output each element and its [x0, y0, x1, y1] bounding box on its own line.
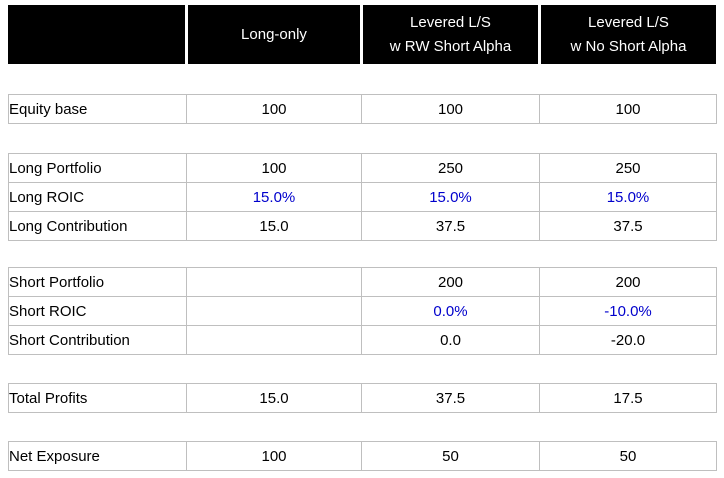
row-label: Total Profits	[8, 383, 187, 413]
cell-value: -20.0	[539, 325, 717, 355]
row-label: Long Contribution	[8, 211, 187, 241]
table-row-short-portfolio: Short Portfolio 200 200	[8, 267, 717, 297]
cell-value: 100	[186, 441, 362, 471]
cell-value	[186, 267, 362, 297]
cell-value: 50	[539, 441, 717, 471]
cell-value: 200	[539, 267, 717, 297]
cell-value: 37.5	[539, 211, 717, 241]
row-label: Short ROIC	[8, 296, 187, 326]
row-label: Equity base	[8, 94, 187, 124]
cell-value	[186, 296, 362, 326]
cell-value: 15.0%	[539, 182, 717, 212]
cell-value: 15.0	[186, 211, 362, 241]
cell-value: 200	[361, 267, 540, 297]
row-label: Short Contribution	[8, 325, 187, 355]
row-label: Long ROIC	[8, 182, 187, 212]
header-line: Levered L/S	[588, 13, 669, 31]
table-row-long-portfolio: Long Portfolio 100 250 250	[8, 153, 717, 183]
cell-value: 15.0%	[186, 182, 362, 212]
cell-value: 0.0%	[361, 296, 540, 326]
header-line: Long-only	[241, 25, 307, 43]
cell-value: 0.0	[361, 325, 540, 355]
long-block: Long Portfolio 100 250 250 Long ROIC 15.…	[8, 153, 717, 241]
net-exposure-block: Net Exposure 100 50 50	[8, 441, 717, 471]
cell-value: 250	[361, 153, 540, 183]
short-block: Short Portfolio 200 200 Short ROIC 0.0% …	[8, 267, 717, 355]
table-row-long-roic: Long ROIC 15.0% 15.0% 15.0%	[8, 182, 717, 212]
row-label: Net Exposure	[8, 441, 187, 471]
table-row-short-contribution: Short Contribution 0.0 -20.0	[8, 325, 717, 355]
table-row-total-profits: Total Profits 15.0 37.5 17.5	[8, 383, 717, 413]
header-cell-levered-no-short-alpha: Levered L/S w No Short Alpha	[541, 5, 716, 64]
equity-base-block: Equity base 100 100 100	[8, 94, 717, 124]
cell-value: 250	[539, 153, 717, 183]
total-profits-block: Total Profits 15.0 37.5 17.5	[8, 383, 717, 413]
header-line: w RW Short Alpha	[389, 37, 512, 55]
row-label: Long Portfolio	[8, 153, 187, 183]
cell-value: 100	[361, 94, 540, 124]
cell-value: 37.5	[361, 383, 540, 413]
header-line: w No Short Alpha	[570, 37, 687, 55]
header-line: Levered L/S	[410, 13, 491, 31]
table-row-long-contribution: Long Contribution 15.0 37.5 37.5	[8, 211, 717, 241]
cell-value	[186, 325, 362, 355]
cell-value: 17.5	[539, 383, 717, 413]
cell-value: 37.5	[361, 211, 540, 241]
header-cell-levered-rw-short-alpha: Levered L/S w RW Short Alpha	[363, 5, 538, 64]
cell-value: 15.0%	[361, 182, 540, 212]
header-cell-empty	[8, 5, 185, 64]
cell-value: 50	[361, 441, 540, 471]
table-row-equity-base: Equity base 100 100 100	[8, 94, 717, 124]
cell-value: 100	[539, 94, 717, 124]
table-row-net-exposure: Net Exposure 100 50 50	[8, 441, 717, 471]
cell-value: 100	[186, 94, 362, 124]
cell-value: 100	[186, 153, 362, 183]
header-cell-long-only: Long-only	[188, 5, 360, 64]
cell-value: -10.0%	[539, 296, 717, 326]
row-label: Short Portfolio	[8, 267, 187, 297]
table-header-row: Long-only Levered L/S w RW Short Alpha L…	[8, 5, 716, 64]
table-row-short-roic: Short ROIC 0.0% -10.0%	[8, 296, 717, 326]
cell-value: 15.0	[186, 383, 362, 413]
